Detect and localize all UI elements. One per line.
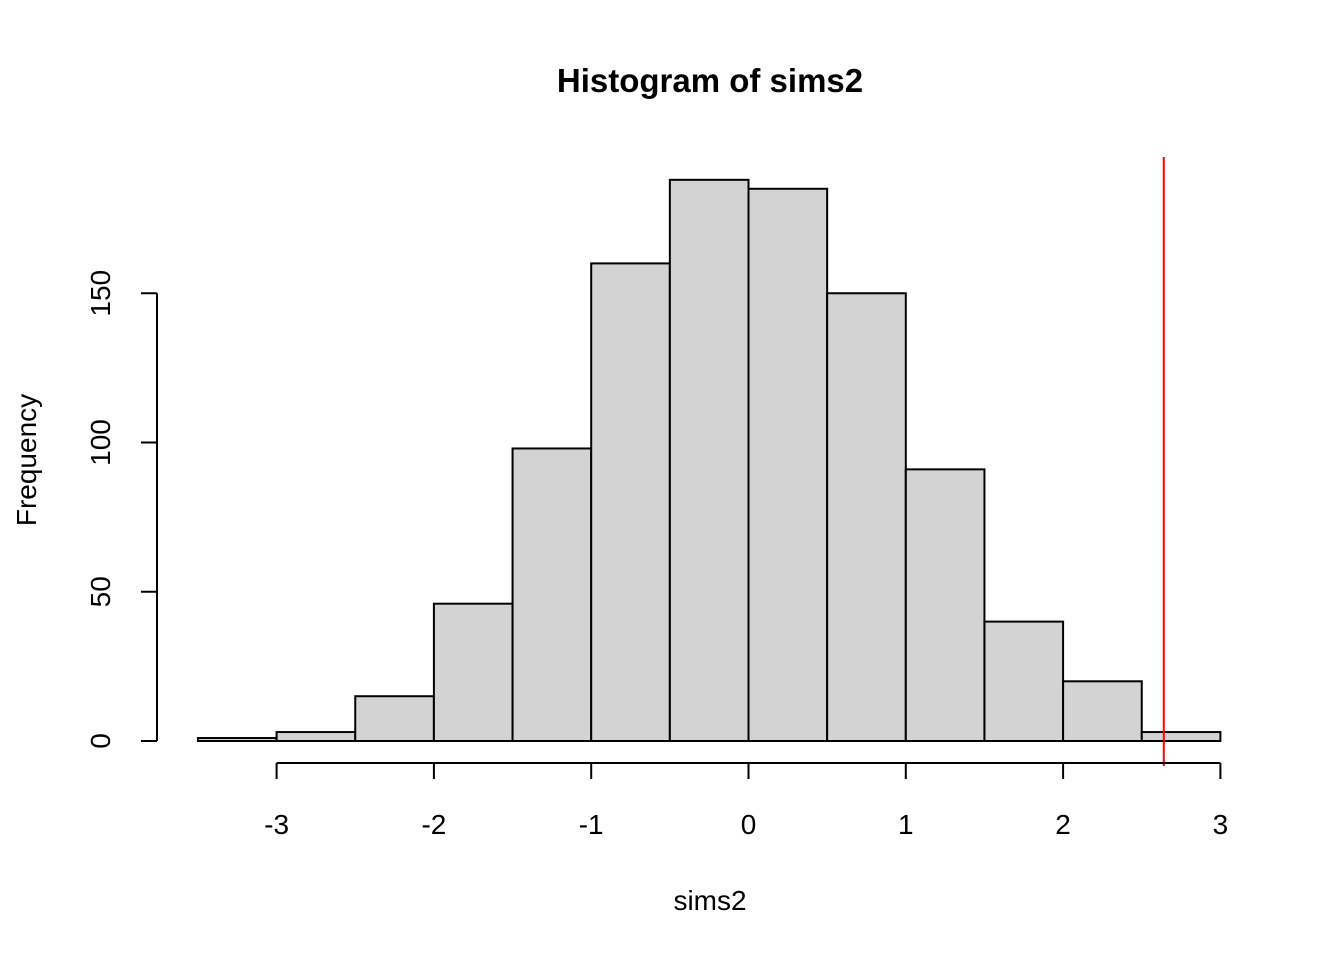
histogram-bar	[983, 620, 1065, 742]
x-axis: -3 -2 -1 0 1 2 3	[264, 762, 1229, 840]
y-tick-label: 50	[85, 576, 116, 607]
histogram-bar	[904, 468, 986, 742]
y-tick-label: 100	[85, 419, 116, 466]
x-tick-label: 1	[898, 809, 914, 840]
x-tick-label: -2	[421, 809, 446, 840]
chart-title: Histogram of sims2	[557, 62, 863, 99]
x-tick-label: 2	[1055, 809, 1071, 840]
histogram-bar	[275, 731, 357, 742]
y-tick-label: 150	[85, 270, 116, 317]
histogram-bar	[590, 262, 671, 742]
histogram-bar	[826, 292, 907, 742]
histogram-bar	[354, 695, 435, 742]
bars-group	[196, 178, 1222, 743]
histogram-bar	[511, 447, 593, 742]
histogram-bar	[432, 602, 514, 742]
x-axis-label: sims2	[673, 885, 746, 916]
y-axis-label: Frequency	[11, 394, 42, 526]
histogram-bar	[747, 187, 829, 742]
y-tick-label: 0	[85, 733, 116, 749]
histogram-bar	[196, 737, 278, 743]
y-axis: 0 50 100 150	[85, 270, 158, 749]
x-tick-label: -1	[579, 809, 604, 840]
histogram-bar	[1062, 680, 1143, 742]
histogram-bar	[668, 178, 750, 742]
x-tick-label: 3	[1213, 809, 1229, 840]
histogram-bar	[1140, 731, 1222, 742]
x-tick-label: -3	[264, 809, 289, 840]
x-tick-label: 0	[741, 809, 757, 840]
